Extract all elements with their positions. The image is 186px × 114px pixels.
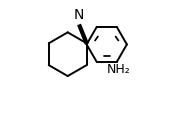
Text: N: N [74, 8, 84, 21]
Text: NH₂: NH₂ [107, 62, 131, 75]
